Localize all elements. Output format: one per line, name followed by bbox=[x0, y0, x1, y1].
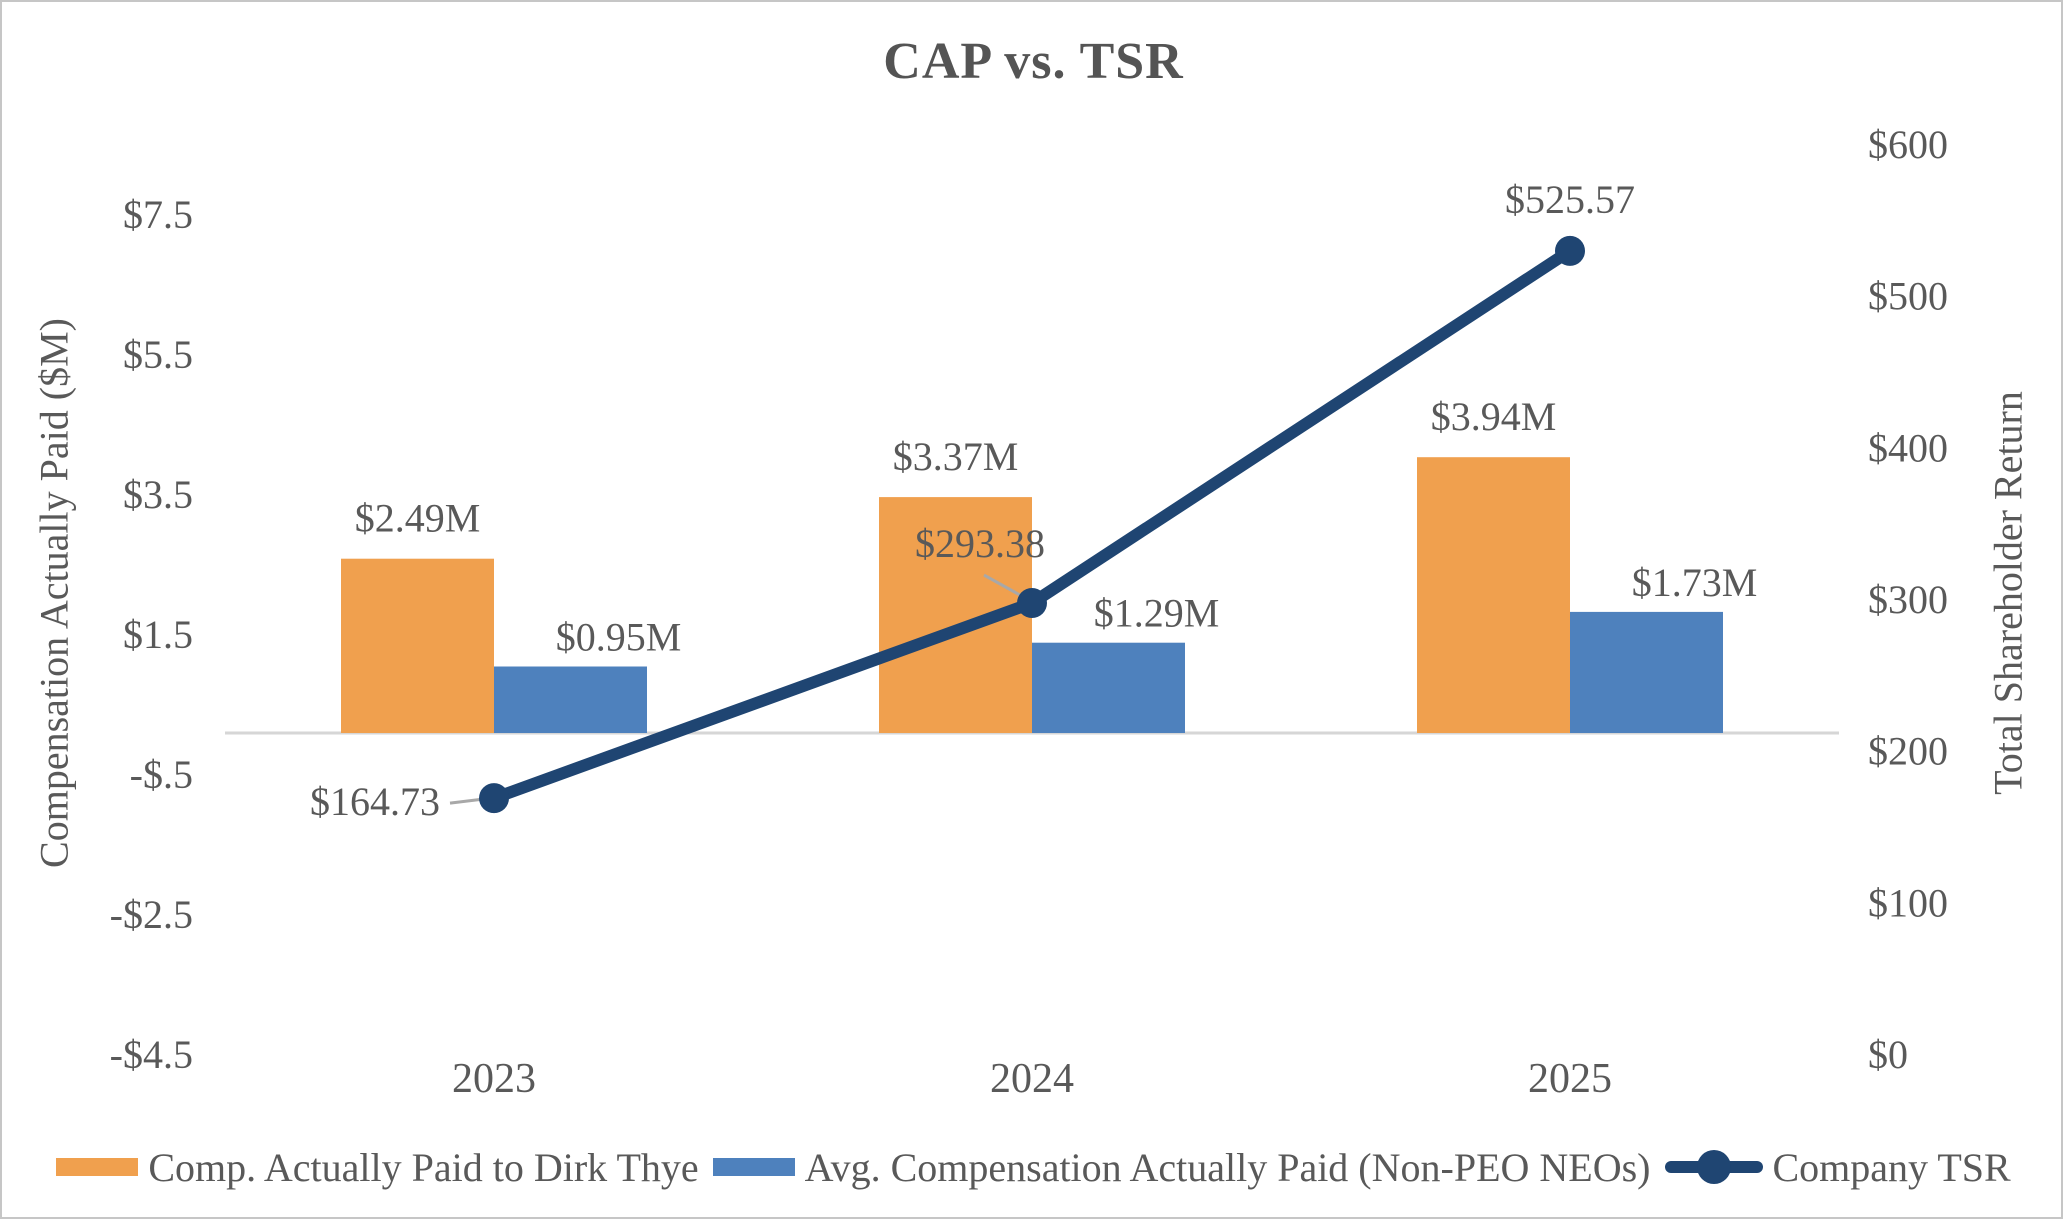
bar-value-label: $3.37M bbox=[893, 434, 1019, 479]
orange-bar-2025 bbox=[1417, 457, 1570, 733]
tsr-marker-2024 bbox=[1017, 588, 1047, 619]
left-axis-tick-label: $1.5 bbox=[123, 612, 193, 657]
left-axis-tick-label: $5.5 bbox=[123, 332, 193, 377]
chart-title: CAP vs. TSR bbox=[883, 33, 1184, 90]
bar-value-label: $1.29M bbox=[1094, 591, 1220, 636]
tsr-value-label: $293.38 bbox=[915, 521, 1045, 566]
bar-value-label: $2.49M bbox=[355, 496, 481, 541]
right-axis-tick-label: $0 bbox=[1868, 1032, 1908, 1077]
right-axis-tick-label: $200 bbox=[1868, 729, 1948, 774]
orange-bar-2023 bbox=[341, 558, 494, 733]
legend-label: Avg. Compensation Actually Paid (Non-PEO… bbox=[804, 1144, 1651, 1190]
year-label: 2024 bbox=[990, 1056, 1074, 1102]
legend-item-company-tsr: Company TSR bbox=[1664, 1144, 2011, 1191]
bar-value-label: $1.73M bbox=[1632, 560, 1758, 605]
leader-line bbox=[449, 797, 484, 805]
right-axis-tick-label: $500 bbox=[1868, 274, 1948, 319]
legend-label: Comp. Actually Paid to Dirk Thye bbox=[148, 1144, 699, 1190]
tsr-value-label: $164.73 bbox=[310, 779, 440, 824]
left-axis-tick-label: -$4.5 bbox=[110, 1032, 193, 1077]
year-label: 2025 bbox=[1528, 1056, 1612, 1102]
tsr-marker-2023 bbox=[479, 783, 509, 814]
legend-item-peo-cap: Comp. Actually Paid to Dirk Thye bbox=[56, 1144, 699, 1191]
right-axis-tick-label: $600 bbox=[1868, 122, 1948, 167]
blue-bar-2024 bbox=[1032, 642, 1185, 733]
left-axis-tick-label: $7.5 bbox=[123, 192, 193, 237]
blue-bar-2023 bbox=[494, 666, 647, 733]
right-axis-tick-label: $400 bbox=[1868, 425, 1948, 470]
tsr-value-label: $525.57 bbox=[1505, 177, 1635, 222]
right-axis-tick-label: $300 bbox=[1868, 577, 1948, 622]
right-axis-tick-label: $100 bbox=[1868, 880, 1948, 925]
orange-bar-swatch-icon bbox=[56, 1158, 139, 1176]
legend-label: Company TSR bbox=[1772, 1144, 2011, 1190]
left-axis-tick-label: -$.5 bbox=[130, 752, 193, 797]
blue-bar-swatch-icon bbox=[712, 1158, 795, 1176]
left-axis-tick-label: -$2.5 bbox=[110, 892, 193, 937]
bar-value-label: $3.94M bbox=[1431, 394, 1557, 439]
tsr-line-swatch-icon bbox=[1664, 1150, 1763, 1184]
tsr-marker-2025 bbox=[1555, 235, 1585, 266]
year-label: 2023 bbox=[452, 1056, 536, 1102]
legend: Comp. Actually Paid to Dirk Thye Avg. Co… bbox=[2, 1136, 2061, 1198]
legend-item-neo-cap: Avg. Compensation Actually Paid (Non-PEO… bbox=[712, 1144, 1651, 1191]
blue-bar-2025 bbox=[1570, 611, 1723, 733]
bar-value-label: $0.95M bbox=[556, 615, 682, 660]
tsr-marker-dot-icon bbox=[1696, 1150, 1731, 1184]
left-axis-tick-label: $3.5 bbox=[123, 472, 193, 517]
